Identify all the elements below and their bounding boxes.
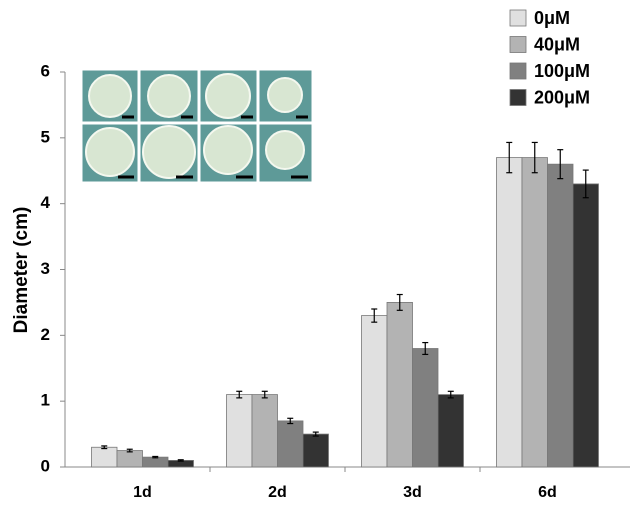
chart: Diameter (cm) 0 1 2 3 4 5 6 1d 2d 3d 6d 0μM 40μM 100μ… — [0, 0, 632, 509]
bar — [438, 395, 464, 467]
y-tick-label: 3 — [41, 259, 50, 278]
x-tick-label: 1d — [133, 484, 152, 501]
y-tick-label: 0 — [41, 456, 50, 475]
legend-label: 100μM — [534, 61, 590, 81]
x-tick-label: 3d — [403, 484, 422, 501]
x-tick-label: 6d — [538, 484, 557, 501]
bar — [497, 158, 523, 467]
bar — [413, 349, 439, 468]
bar — [278, 421, 304, 467]
legend-swatch — [510, 90, 526, 106]
legend-label: 40μM — [534, 34, 580, 54]
bar — [227, 395, 253, 467]
x-tick-label: 2d — [268, 484, 287, 501]
y-tick-label: 2 — [41, 325, 50, 344]
y-tick-label: 1 — [41, 391, 50, 410]
legend-swatch — [510, 37, 526, 53]
bar — [548, 164, 574, 467]
legend-label: 200μM — [534, 87, 590, 107]
y-tick-label: 4 — [41, 193, 51, 212]
bar — [362, 316, 388, 467]
bar — [303, 434, 329, 467]
bar — [387, 302, 413, 467]
bar — [117, 451, 143, 467]
y-tick-label: 5 — [41, 127, 50, 146]
legend-swatch — [510, 63, 526, 79]
y-axis-label: Diameter (cm) — [11, 207, 32, 334]
bar — [522, 158, 548, 467]
y-tick-label: 6 — [41, 61, 50, 80]
bar — [573, 184, 599, 467]
bar — [92, 447, 118, 467]
legend-label: 0μM — [534, 8, 570, 28]
legend-swatch — [510, 10, 526, 26]
bar — [252, 395, 278, 467]
bar — [143, 457, 169, 467]
inset-photos — [82, 70, 312, 182]
